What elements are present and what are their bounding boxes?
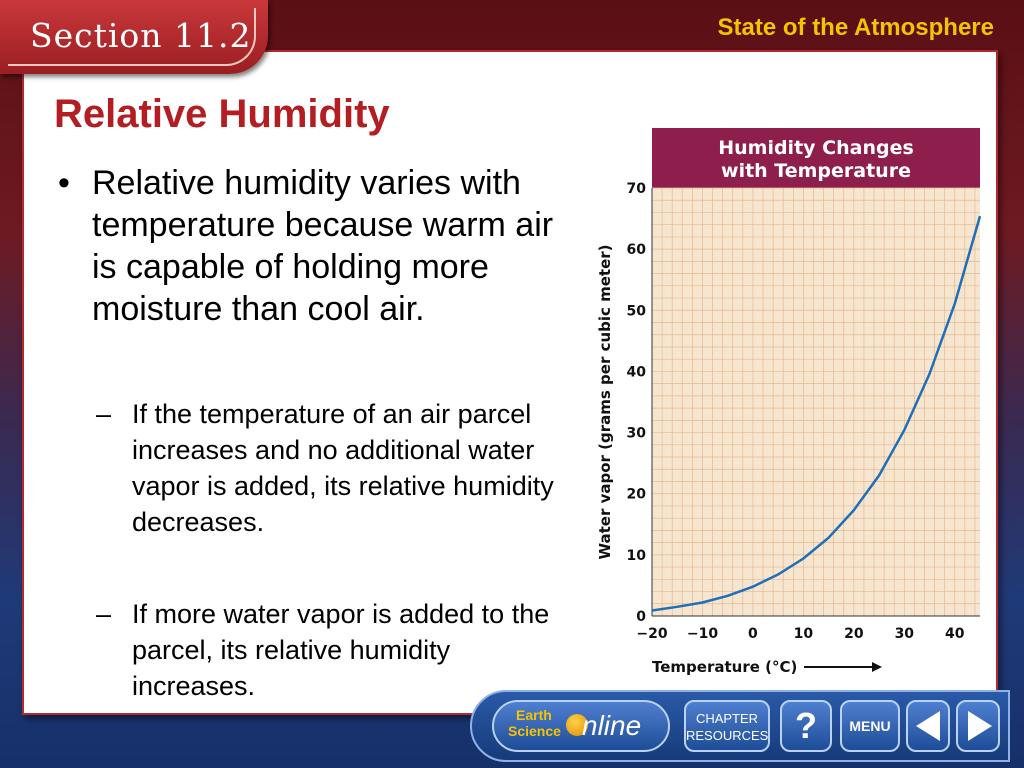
x-tick-label: 0 bbox=[748, 626, 758, 642]
sub-bullet-dash: – bbox=[96, 399, 112, 429]
science-label: Science bbox=[508, 723, 561, 739]
x-tick-label: −10 bbox=[687, 626, 718, 642]
right-arrow-icon bbox=[968, 711, 992, 741]
earth-science-online-button[interactable]: Earth Science nline bbox=[492, 700, 670, 752]
menu-button[interactable]: MENU bbox=[840, 700, 900, 752]
navigation-bar: Earth Science nline CHAPTER RESOURCES ? … bbox=[470, 690, 1010, 762]
x-tick-label: −20 bbox=[636, 626, 667, 642]
page-title: Relative Humidity bbox=[54, 92, 390, 136]
section-tab: Section 11.2 bbox=[0, 0, 268, 74]
x-tick-label: 10 bbox=[794, 626, 814, 642]
y-tick-labels: 0 10 20 30 40 50 60 70 bbox=[627, 181, 647, 625]
bullet-text: Relative humidity varies with temperatur… bbox=[92, 164, 554, 328]
bullet-dot: • bbox=[58, 164, 70, 202]
y-tick-label: 50 bbox=[627, 303, 647, 319]
humidity-chart: Humidity Changes with Temperature 0 10 20 3… bbox=[596, 128, 982, 676]
globe-icon bbox=[566, 714, 588, 736]
x-axis-label: Temperature (°C) bbox=[652, 658, 797, 676]
left-arrow-icon bbox=[916, 711, 940, 741]
earth-label: Earth bbox=[516, 707, 552, 723]
x-tick-label: 20 bbox=[844, 626, 864, 642]
online-label: nline bbox=[582, 710, 642, 741]
y-axis-label: Water vapor (grams per cubic meter) bbox=[596, 244, 614, 559]
y-tick-label: 30 bbox=[627, 426, 647, 442]
y-tick-label: 10 bbox=[627, 548, 647, 564]
sub-bullet-text: If the temperature of an air parcel incr… bbox=[132, 399, 554, 537]
previous-button[interactable] bbox=[906, 700, 950, 752]
y-tick-label: 70 bbox=[627, 181, 647, 197]
y-tick-label: 0 bbox=[636, 609, 646, 625]
chart-title-line-2: with Temperature bbox=[721, 160, 911, 182]
chapter-title: State of the Atmosphere bbox=[717, 14, 994, 41]
x-tick-labels: −20 −10 0 10 20 30 40 bbox=[636, 626, 964, 642]
section-tab-border bbox=[8, 8, 256, 66]
chapter-resources-button[interactable]: CHAPTER RESOURCES bbox=[684, 700, 770, 752]
plot-area bbox=[652, 188, 980, 616]
grid bbox=[651, 187, 980, 617]
section-label: Section 11.2 bbox=[30, 16, 252, 55]
sub-bullet-dash: – bbox=[96, 599, 112, 629]
help-button[interactable]: ? bbox=[780, 700, 832, 752]
y-tick-label: 40 bbox=[627, 364, 647, 380]
x-tick-label: 40 bbox=[945, 626, 965, 642]
x-tick-label: 30 bbox=[895, 626, 915, 642]
y-tick-label: 20 bbox=[627, 487, 647, 503]
y-tick-label: 60 bbox=[627, 242, 647, 258]
chart-title-band bbox=[652, 128, 980, 188]
chart-title-line-1: Humidity Changes bbox=[718, 137, 914, 159]
next-button[interactable] bbox=[956, 700, 1000, 752]
series-line bbox=[651, 215, 982, 612]
sub-bullet-text: If more water vapor is added to the parc… bbox=[132, 599, 550, 701]
x-axis-arrowhead-icon bbox=[872, 662, 882, 672]
